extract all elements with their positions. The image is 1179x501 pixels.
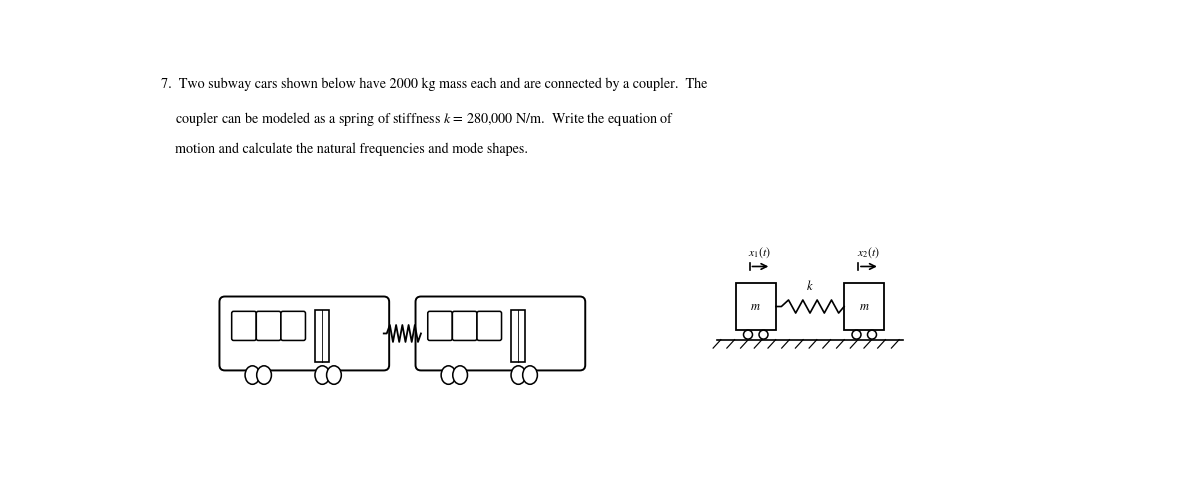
Ellipse shape bbox=[511, 366, 526, 384]
Ellipse shape bbox=[327, 366, 341, 384]
FancyBboxPatch shape bbox=[428, 311, 453, 341]
Text: $m$: $m$ bbox=[750, 300, 762, 313]
Text: motion and calculate the natural frequencies and mode shapes.: motion and calculate the natural frequen… bbox=[162, 142, 528, 156]
FancyBboxPatch shape bbox=[219, 297, 389, 370]
Text: $m$: $m$ bbox=[858, 300, 870, 313]
FancyBboxPatch shape bbox=[477, 311, 501, 341]
Circle shape bbox=[868, 330, 876, 339]
Bar bbox=[844, 284, 884, 330]
FancyBboxPatch shape bbox=[281, 311, 305, 341]
Bar bbox=[736, 284, 776, 330]
Ellipse shape bbox=[441, 366, 456, 384]
Ellipse shape bbox=[315, 366, 330, 384]
Circle shape bbox=[759, 330, 768, 339]
Text: $x_1(t)$: $x_1(t)$ bbox=[749, 245, 771, 260]
Circle shape bbox=[744, 330, 752, 339]
Text: coupler can be modeled as a spring of stiffness $k$ = 280,000 N/m.  Write the eq: coupler can be modeled as a spring of st… bbox=[162, 110, 674, 128]
Text: $k$: $k$ bbox=[806, 280, 814, 294]
Ellipse shape bbox=[453, 366, 468, 384]
FancyBboxPatch shape bbox=[415, 297, 585, 370]
Circle shape bbox=[852, 330, 861, 339]
FancyBboxPatch shape bbox=[232, 311, 256, 341]
Ellipse shape bbox=[522, 366, 538, 384]
Ellipse shape bbox=[245, 366, 259, 384]
Text: $x_2(t)$: $x_2(t)$ bbox=[857, 245, 880, 260]
Text: 7.  Two subway cars shown below have 2000 kg mass each and are connected by a co: 7. Two subway cars shown below have 2000… bbox=[162, 78, 707, 91]
Ellipse shape bbox=[257, 366, 271, 384]
Bar bbox=[315, 310, 329, 362]
FancyBboxPatch shape bbox=[453, 311, 476, 341]
FancyBboxPatch shape bbox=[256, 311, 281, 341]
Bar bbox=[511, 310, 525, 362]
